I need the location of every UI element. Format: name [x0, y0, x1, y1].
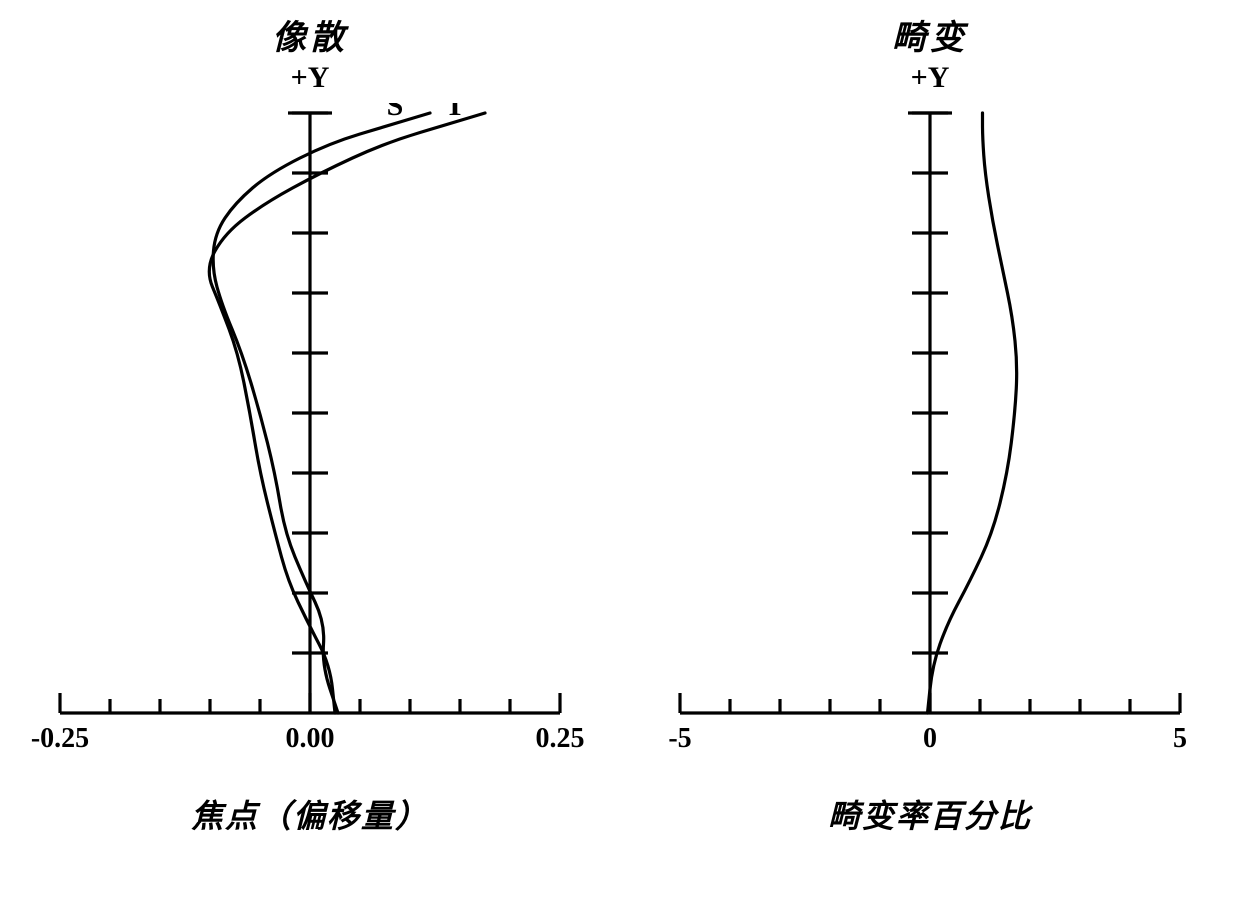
svg-text:-0.25: -0.25	[31, 723, 89, 754]
right-xlabel: 畸变率百分比	[828, 791, 1032, 837]
svg-text:0.25: 0.25	[536, 723, 585, 754]
chart-container: 像散 +Y -0.25 0.00 0.25 S T 焦点（偏移量） 畸变 +Y -5 0 5…	[0, 0, 1240, 905]
svg-text:0: 0	[923, 723, 937, 754]
left-xlabel: 焦点（偏移量）	[191, 791, 429, 837]
svg-text:0.00: 0.00	[286, 723, 335, 754]
left-subtitle: +Y	[272, 61, 348, 95]
svg-text:5: 5	[1173, 723, 1187, 754]
right-title: 畸变	[892, 10, 968, 59]
left-title-block: 像散 +Y	[272, 10, 348, 95]
left-panel: 像散 +Y -0.25 0.00 0.25 S T 焦点（偏移量）	[30, 10, 590, 837]
left-chart: -0.25 0.00 0.25 S T	[30, 103, 590, 773]
right-panel: 畸变 +Y -5 0 5 畸变率百分比	[650, 10, 1210, 837]
svg-text:S: S	[387, 103, 404, 122]
left-title: 像散	[272, 10, 348, 59]
svg-text:T: T	[445, 103, 465, 122]
svg-text:-5: -5	[668, 723, 691, 754]
right-subtitle: +Y	[892, 61, 968, 95]
right-chart: -5 0 5	[650, 103, 1210, 773]
right-title-block: 畸变 +Y	[892, 10, 968, 95]
